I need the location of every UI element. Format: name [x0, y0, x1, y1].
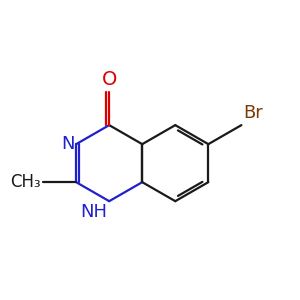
Text: NH: NH	[81, 202, 108, 220]
Text: N: N	[61, 135, 75, 153]
Text: Br: Br	[244, 104, 263, 122]
Text: CH₃: CH₃	[10, 173, 41, 191]
Text: O: O	[101, 70, 117, 89]
